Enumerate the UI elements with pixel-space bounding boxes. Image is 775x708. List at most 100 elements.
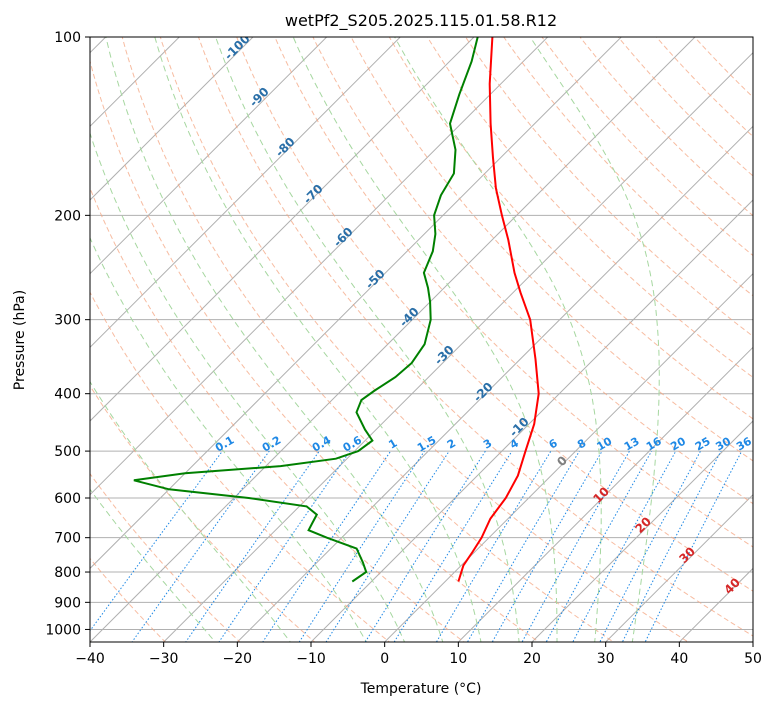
- moist-adiabat-line: [90, 380, 291, 642]
- dry-adiabat-line: [236, 37, 753, 592]
- moist-adiabat-line: [90, 131, 406, 642]
- isotherm-gridline: [236, 125, 753, 642]
- isotherm-gridline: [162, 51, 753, 642]
- moist-adiabat-label: 10: [590, 484, 612, 506]
- isotherm-gridline: [531, 420, 753, 642]
- mixing-ratio-line: [491, 450, 603, 642]
- isotherm-gridline: [90, 37, 254, 201]
- mixing-ratio-line: [393, 450, 513, 642]
- mixing-ratio-label: 3: [481, 437, 494, 452]
- dry-adiabat-line: [90, 384, 316, 642]
- isotherm-gridline: [90, 37, 549, 496]
- mixing-ratio-label: 6: [547, 436, 560, 451]
- x-axis: −40 −30 −20 −10 0 10 20 30 40 50: [75, 642, 762, 667]
- dry-adiabat-line: [350, 37, 753, 462]
- x-tick-label: 0: [380, 651, 389, 667]
- mixing-ratio-label: 36: [734, 434, 754, 453]
- y-tick-label: 700: [54, 531, 81, 547]
- dry-adiabat-line: [159, 37, 690, 642]
- isotherm-gridline: [90, 37, 475, 422]
- plot-area: [0, 10, 753, 654]
- dry-adiabat-line: [312, 37, 753, 505]
- dry-adiabat-label: -100: [222, 32, 253, 63]
- dry-adiabat-line: [90, 59, 540, 642]
- isotherm-gridline: [0, 10, 59, 654]
- moist-adiabat-line: [215, 37, 520, 642]
- isotherm-gridline: [90, 37, 328, 275]
- dry-adiabat-label: -30: [432, 343, 457, 368]
- x-tick-label: −40: [75, 651, 105, 667]
- moist-adiabat-line: [90, 236, 367, 642]
- x-tick-label: 30: [597, 651, 615, 667]
- y-tick-label: 600: [54, 491, 81, 507]
- x-tick-label: 10: [449, 651, 467, 667]
- y-tick-label: 800: [54, 565, 81, 581]
- moist-adiabat-line: [90, 488, 216, 642]
- moist-adiabat-label: 0: [554, 453, 570, 469]
- mixing-ratio-line: [185, 450, 320, 642]
- x-tick-label: 20: [523, 651, 541, 667]
- y-tick-label: 400: [54, 387, 81, 403]
- y-tick-label: 500: [54, 444, 81, 460]
- isotherm-gridline: [310, 199, 753, 642]
- mixing-ratio-line: [466, 450, 580, 642]
- x-tick-label: −10: [296, 651, 326, 667]
- moist-adiabat-line: [529, 37, 660, 642]
- dry-adiabat-line: [617, 37, 753, 177]
- isotherm-gridline: [90, 37, 623, 570]
- moist-adiabat-line: [292, 37, 558, 642]
- y-tick-label: 100: [54, 30, 81, 46]
- plot-frame: [89, 36, 754, 643]
- x-axis-label: Temperature (°C): [360, 681, 482, 697]
- dry-adiabat-line: [90, 472, 241, 642]
- mixing-ratio-line: [325, 450, 450, 642]
- isotherm-gridline: [90, 37, 696, 642]
- isotherm-gridline: [90, 37, 181, 128]
- x-tick-label: 50: [744, 651, 762, 667]
- dry-adiabat-line: [541, 37, 753, 257]
- x-tick-label: −30: [149, 651, 179, 667]
- x-tick-label: 40: [670, 651, 688, 667]
- mixing-ratio-line: [521, 450, 630, 642]
- dry-adiabat-line: [274, 37, 753, 548]
- dry-adiabat-label: -80: [273, 135, 298, 160]
- moist-adiabat-label: 30: [676, 544, 698, 566]
- mixing-ratio-label: 2: [445, 437, 458, 452]
- moist-adiabat-label: 40: [721, 575, 743, 597]
- x-tick-label: −20: [223, 651, 253, 667]
- chart-title: wetPf2_S205.2025.115.01.58.R12: [285, 11, 557, 31]
- mixing-ratio-line: [644, 450, 743, 642]
- isotherm-gridline: [90, 37, 402, 349]
- dry-adiabat-line: [426, 37, 753, 378]
- y-axis: 100 200 300 400 500 600 700 800 900 1000: [45, 30, 90, 638]
- mixing-ratio-line: [545, 450, 653, 642]
- dry-adiabat-label: -40: [397, 305, 422, 330]
- dry-adiabat-label: -10: [507, 415, 532, 440]
- dry-adiabat-label: -60: [331, 225, 356, 250]
- dry-adiabat-label: -50: [363, 267, 388, 292]
- dewpoint-profile-line: [133, 37, 479, 583]
- isotherm-gridline: [604, 493, 753, 642]
- moist-adiabat-line: [394, 37, 602, 642]
- moist-adiabat-line: [105, 37, 444, 642]
- dry-adiabat-line: [197, 37, 753, 637]
- mixing-ratio-line: [218, 450, 351, 642]
- y-axis-label: Pressure (hPa): [12, 290, 28, 390]
- y-tick-label: 1000: [45, 622, 81, 638]
- dry-adiabat-line: [388, 37, 753, 420]
- dry-adiabat-line: [503, 37, 753, 297]
- mixing-ratio-line: [435, 450, 552, 642]
- y-tick-label: 900: [54, 595, 81, 611]
- y-tick-label: 200: [54, 208, 81, 224]
- isotherm-gridline: [752, 641, 753, 642]
- dry-adiabat-label: -70: [301, 182, 326, 207]
- mixing-ratio-line: [364, 450, 486, 642]
- mixing-ratio-line: [262, 450, 392, 642]
- isotherm-gridline: [457, 346, 753, 642]
- dry-adiabat-line: [121, 37, 615, 642]
- mixing-ratio-line: [621, 450, 722, 642]
- dry-adiabat-line: [465, 37, 753, 337]
- moist-adiabat-line: [154, 37, 482, 642]
- y-tick-label: 300: [54, 313, 81, 329]
